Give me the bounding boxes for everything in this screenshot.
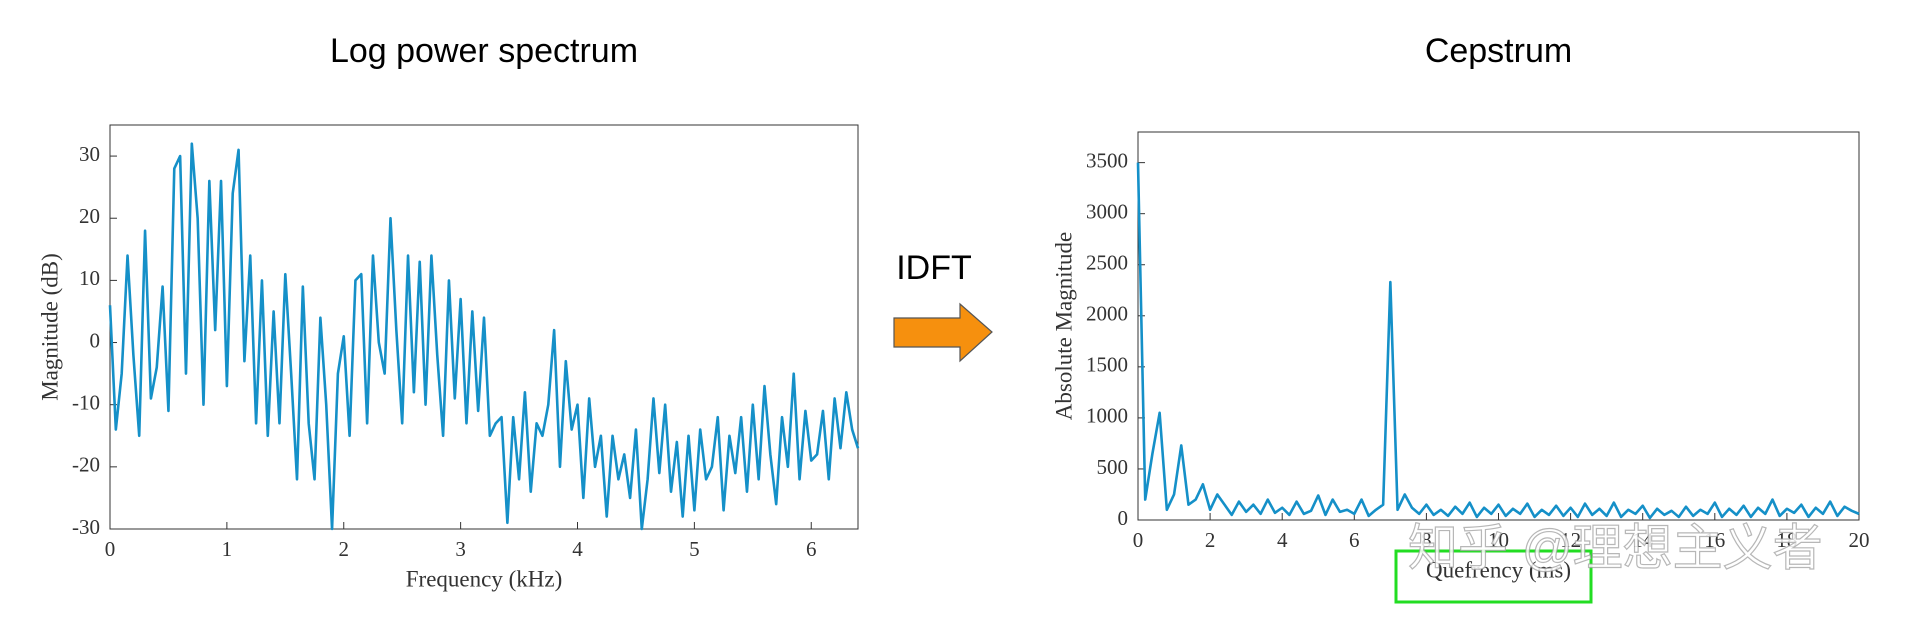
x-tick-label: 4 — [572, 537, 583, 561]
x-tick-label: 0 — [105, 537, 116, 561]
y-axis-label: Absolute Magnitude — [1051, 232, 1076, 420]
y-tick-label: 500 — [1097, 455, 1129, 479]
x-tick-label: 18 — [1776, 528, 1797, 552]
y-tick-label: 3000 — [1086, 199, 1128, 223]
plot-frame — [1137, 131, 1860, 521]
x-tick-label: 16 — [1704, 528, 1725, 552]
y-tick-label: 1000 — [1086, 404, 1128, 428]
chart-title: Cepstrum — [1425, 32, 1572, 70]
y-tick-label: 2500 — [1086, 251, 1128, 275]
x-tick-label: 2 — [339, 537, 350, 561]
x-tick-label: 20 — [1849, 528, 1870, 552]
y-tick-label: -20 — [72, 453, 100, 477]
x-tick-label: 4 — [1277, 528, 1288, 552]
x-tick-label: 14 — [1632, 528, 1654, 552]
x-tick-label: 1 — [222, 537, 233, 561]
x-tick-label: 6 — [1349, 528, 1360, 552]
x-tick-label: 6 — [806, 537, 817, 561]
y-tick-label: 0 — [90, 328, 101, 352]
watermark: 知乎 @理想主义者 — [1408, 520, 1823, 576]
y-tick-label: -30 — [72, 515, 100, 539]
x-tick-label: 0 — [1133, 528, 1144, 552]
x-tick-label: 2 — [1205, 528, 1216, 552]
y-tick-label: 10 — [79, 266, 100, 290]
x-tick-label: 3 — [455, 537, 466, 561]
x-axis-label: Quefrency (ms) — [1426, 557, 1571, 582]
y-axis-label: Magnitude (dB) — [37, 253, 62, 401]
arrow-label: IDFT — [896, 249, 972, 287]
x-tick-label: 8 — [1421, 528, 1432, 552]
highlight-box — [1394, 549, 1593, 604]
data-line — [108, 142, 860, 531]
y-tick-label: 0 — [1118, 506, 1129, 530]
y-tick-label: 20 — [79, 204, 100, 228]
y-tick-label: 3500 — [1086, 148, 1128, 172]
chart-title: Log power spectrum — [330, 32, 638, 70]
data-line — [1136, 162, 1860, 520]
y-tick-label: -10 — [72, 391, 100, 415]
x-tick-label: 10 — [1488, 528, 1509, 552]
y-tick-label: 30 — [79, 142, 100, 166]
y-tick-label: 1500 — [1086, 353, 1128, 377]
x-tick-label: 12 — [1560, 528, 1581, 552]
x-tick-label: 5 — [689, 537, 700, 561]
x-axis-label: Frequency (kHz) — [406, 566, 562, 591]
arrow — [893, 302, 993, 363]
y-tick-label: 2000 — [1086, 302, 1128, 326]
